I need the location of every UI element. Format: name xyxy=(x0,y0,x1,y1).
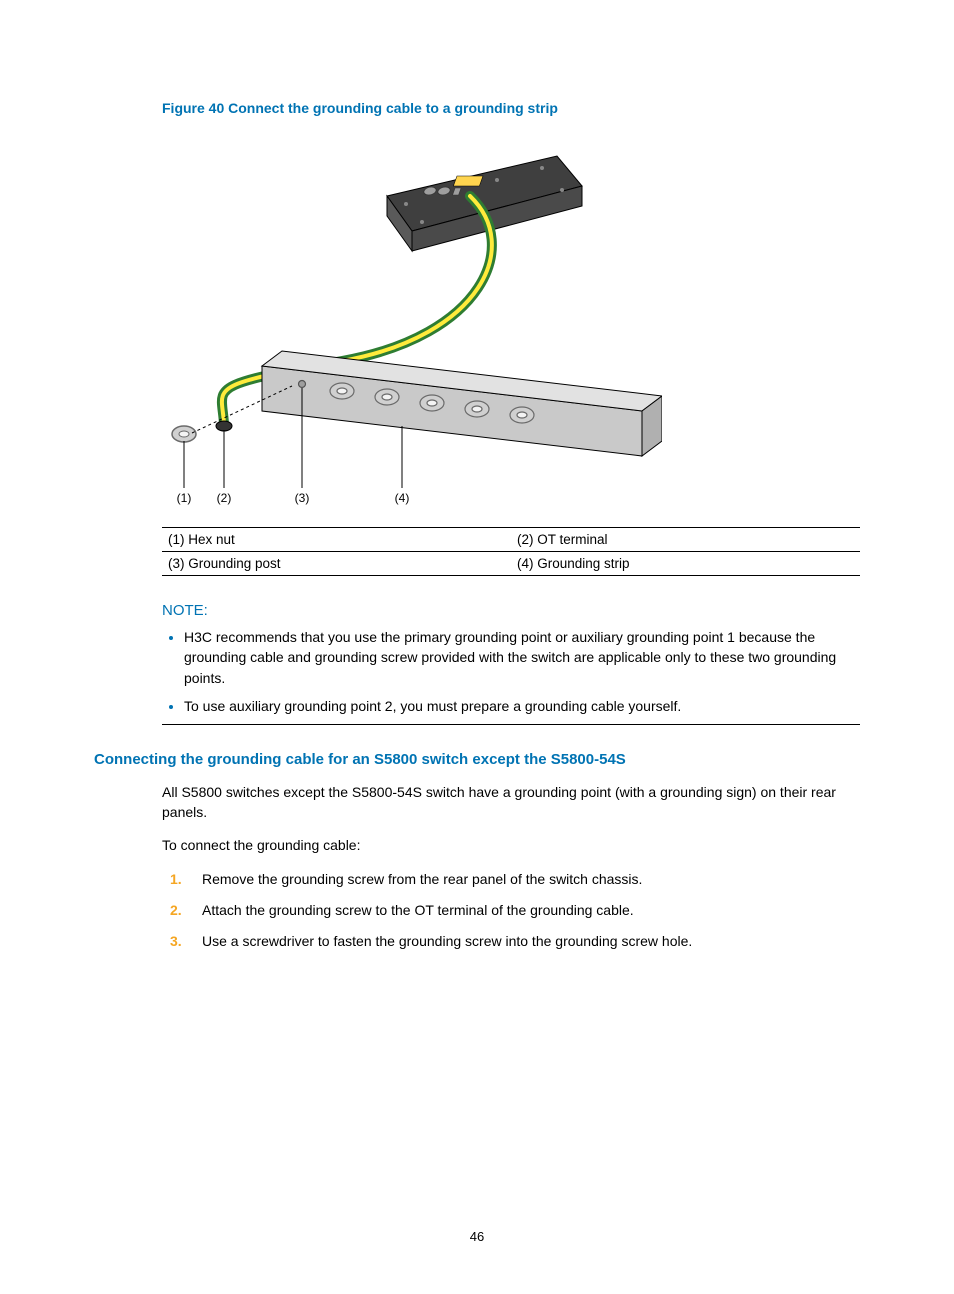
paragraph: To connect the grounding cable: xyxy=(162,835,860,855)
paragraph: All S5800 switches except the S5800-54S … xyxy=(162,782,860,823)
figure-legend-table: (1) Hex nut (2) OT terminal (3) Groundin… xyxy=(162,527,860,576)
step-item: Use a screwdriver to fasten the groundin… xyxy=(198,929,860,954)
legend-cell: (1) Hex nut xyxy=(162,528,511,552)
section-heading: Connecting the grounding cable for an S5… xyxy=(94,751,860,768)
figure-diagram: (1) (2) (3) (4) xyxy=(162,136,860,511)
step-item: Remove the grounding screw from the rear… xyxy=(198,867,860,892)
note-item: H3C recommends that you use the primary … xyxy=(184,627,860,688)
note-list: H3C recommends that you use the primary … xyxy=(162,627,860,716)
figure-title: Figure 40 Connect the grounding cable to… xyxy=(162,100,860,116)
legend-cell: (4) Grounding strip xyxy=(511,552,860,576)
note-heading: NOTE: xyxy=(162,602,860,619)
note-rule xyxy=(162,724,860,725)
legend-row: (3) Grounding post (4) Grounding strip xyxy=(162,552,860,576)
steps-list: Remove the grounding screw from the rear… xyxy=(162,867,860,955)
callout-1: (1) xyxy=(177,491,192,505)
grounding-diagram-svg: (1) (2) (3) (4) xyxy=(162,136,662,506)
page: Figure 40 Connect the grounding cable to… xyxy=(0,0,954,1294)
grounding-strip xyxy=(262,351,662,456)
hex-nut xyxy=(172,426,196,442)
callout-4: (4) xyxy=(395,491,410,505)
callout-3: (3) xyxy=(295,491,310,505)
callout-labels: (1) (2) (3) (4) xyxy=(177,491,410,505)
note-item: To use auxiliary grounding point 2, you … xyxy=(184,696,860,716)
page-number: 46 xyxy=(0,1229,954,1244)
legend-row: (1) Hex nut (2) OT terminal xyxy=(162,528,860,552)
legend-cell: (3) Grounding post xyxy=(162,552,511,576)
callout-2: (2) xyxy=(217,491,232,505)
legend-cell: (2) OT terminal xyxy=(511,528,860,552)
switch-device xyxy=(387,156,582,251)
content-column: Figure 40 Connect the grounding cable to… xyxy=(162,100,860,955)
step-item: Attach the grounding screw to the OT ter… xyxy=(198,898,860,923)
